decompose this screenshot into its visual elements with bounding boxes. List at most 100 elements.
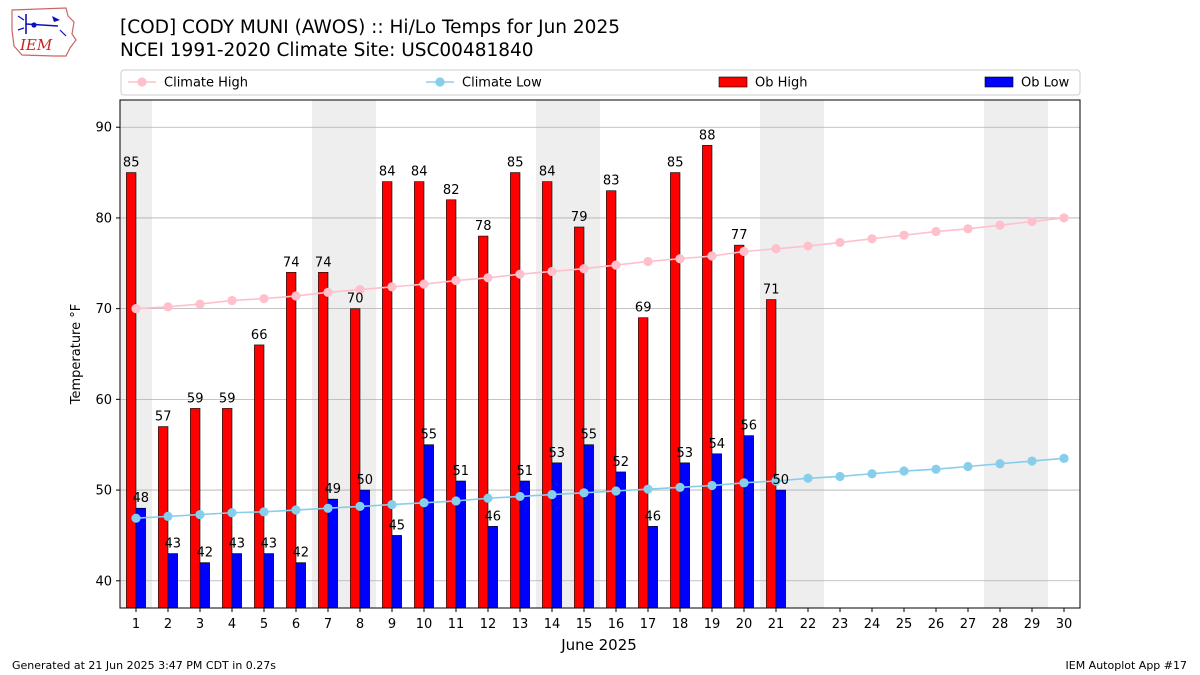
- climate-high-point: [451, 275, 461, 286]
- climate-low-line: [135, 457, 1065, 519]
- ob-low-label: 46: [645, 509, 662, 524]
- legend-box: [120, 69, 1081, 96]
- legend-climate-high-marker: [137, 77, 147, 87]
- app-id: IEM Autoplot App #17: [1065, 659, 1188, 672]
- x-axis-label: June 2025: [560, 636, 637, 654]
- climate-high-point: [579, 264, 589, 274]
- climate-high-point: [515, 269, 525, 279]
- x-tick-label: 1: [132, 617, 140, 632]
- legend-climate-low-label: Climate Low: [462, 76, 542, 91]
- climate-high-point: [483, 273, 493, 283]
- ob-high-bar: [702, 145, 713, 609]
- legend: Climate High Climate Low Ob High Ob Low: [120, 69, 1081, 96]
- y-tick-label: 70: [95, 302, 112, 317]
- legend-ob-low-label: Ob Low: [1021, 76, 1070, 91]
- ob-high-bar: [446, 199, 457, 609]
- climate-high-point: [899, 230, 909, 240]
- climate-low-point: [131, 513, 141, 523]
- climate-low-point: [931, 464, 941, 474]
- x-tick-label: 4: [228, 617, 236, 632]
- ob-high-label: 74: [283, 255, 300, 270]
- x-tick-label: 2: [164, 617, 172, 632]
- ob-high-label: 59: [187, 391, 204, 406]
- ob-high-bar: [190, 408, 201, 609]
- x-tick-label: 14: [544, 617, 561, 632]
- ob-high-bar: [638, 317, 649, 609]
- y-tick-label: 60: [95, 393, 112, 408]
- chart-subtitle: NCEI 1991-2020 Climate Site: USC00481840: [120, 40, 534, 61]
- climate-high-point: [643, 256, 653, 267]
- weekend-shade: [984, 100, 1016, 608]
- x-tick-label: 17: [640, 617, 657, 632]
- x-tick-label: 11: [448, 617, 465, 632]
- x-tick-label: 18: [672, 617, 689, 632]
- climate-high-point: [387, 282, 397, 292]
- logo-text: IEM: [19, 36, 53, 54]
- x-tick-label: 10: [416, 617, 433, 632]
- legend-ob-high-label: Ob High: [755, 76, 808, 91]
- ob-low-bar: [711, 453, 722, 609]
- ob-high-label: 82: [443, 183, 460, 198]
- climate-high-point: [355, 284, 365, 295]
- x-tick-label: 16: [608, 617, 625, 632]
- climate-low-point: [227, 508, 237, 518]
- climate-high-line: [135, 217, 1065, 310]
- climate-low-point: [547, 490, 557, 500]
- y-tick-label: 50: [95, 484, 112, 499]
- ob-high-bar: [510, 172, 521, 609]
- ob-low-label: 51: [453, 464, 470, 479]
- x-tick-label: 15: [576, 617, 593, 632]
- climate-high-point: [291, 291, 301, 301]
- climate-high-point: [771, 244, 781, 254]
- y-tick-label: 90: [95, 121, 112, 136]
- climate-high-point: [931, 226, 941, 237]
- ob-high-label: 71: [763, 283, 780, 298]
- ob-high-label: 77: [731, 228, 748, 243]
- ob-high-bar: [414, 181, 425, 609]
- iem-logo: IEM: [11, 7, 77, 57]
- climate-low-point: [419, 498, 429, 508]
- ob-low-label: 42: [293, 546, 310, 561]
- ob-high-label: 88: [699, 128, 716, 143]
- ob-high-label: 84: [379, 165, 396, 180]
- climate-low-point: [451, 496, 461, 506]
- ob-low-bar: [583, 444, 594, 609]
- ob-low-bar: [199, 562, 210, 609]
- ob-low-label: 43: [165, 537, 182, 552]
- climate-low-point: [195, 509, 205, 520]
- ob-low-label: 50: [357, 473, 374, 488]
- x-tick-label: 8: [356, 617, 364, 632]
- climate-high-point: [259, 294, 269, 304]
- ob-low-label: 55: [581, 428, 598, 443]
- ob-low-bar: [295, 562, 306, 609]
- climate-high-point: [419, 279, 429, 289]
- ob-low-label: 55: [421, 428, 438, 443]
- climate-high-point: [995, 220, 1005, 230]
- ob-high-bar: [126, 172, 137, 609]
- x-tick-label: 3: [196, 617, 204, 632]
- y-tick-label: 40: [95, 574, 112, 589]
- x-tick-label: 25: [896, 617, 913, 632]
- ob-low-bar: [775, 489, 786, 609]
- ob-high-bar: [542, 181, 553, 609]
- x-tick-label: 9: [388, 617, 396, 632]
- ob-high-label: 74: [315, 255, 332, 270]
- x-tick-label: 21: [768, 617, 785, 632]
- ob-high-bar: [606, 190, 617, 609]
- climate-high-point: [195, 299, 205, 309]
- ob-high-label: 78: [475, 219, 492, 234]
- climate-low-point: [835, 471, 845, 482]
- ob-high-label: 83: [603, 174, 620, 189]
- ob-low-label: 43: [229, 537, 246, 552]
- climate-low-point: [387, 499, 397, 510]
- climate-high-point: [227, 295, 237, 306]
- ob-low-label: 48: [133, 491, 150, 506]
- climate-low-point: [291, 505, 301, 515]
- x-tick-label: 6: [292, 617, 300, 632]
- ob-high-label: 84: [411, 165, 428, 180]
- climate-high-point: [1027, 216, 1037, 227]
- climate-low-point: [579, 488, 589, 498]
- ob-low-bar: [135, 507, 146, 609]
- x-tick-label: 12: [480, 617, 497, 632]
- ob-low-label: 46: [485, 509, 502, 524]
